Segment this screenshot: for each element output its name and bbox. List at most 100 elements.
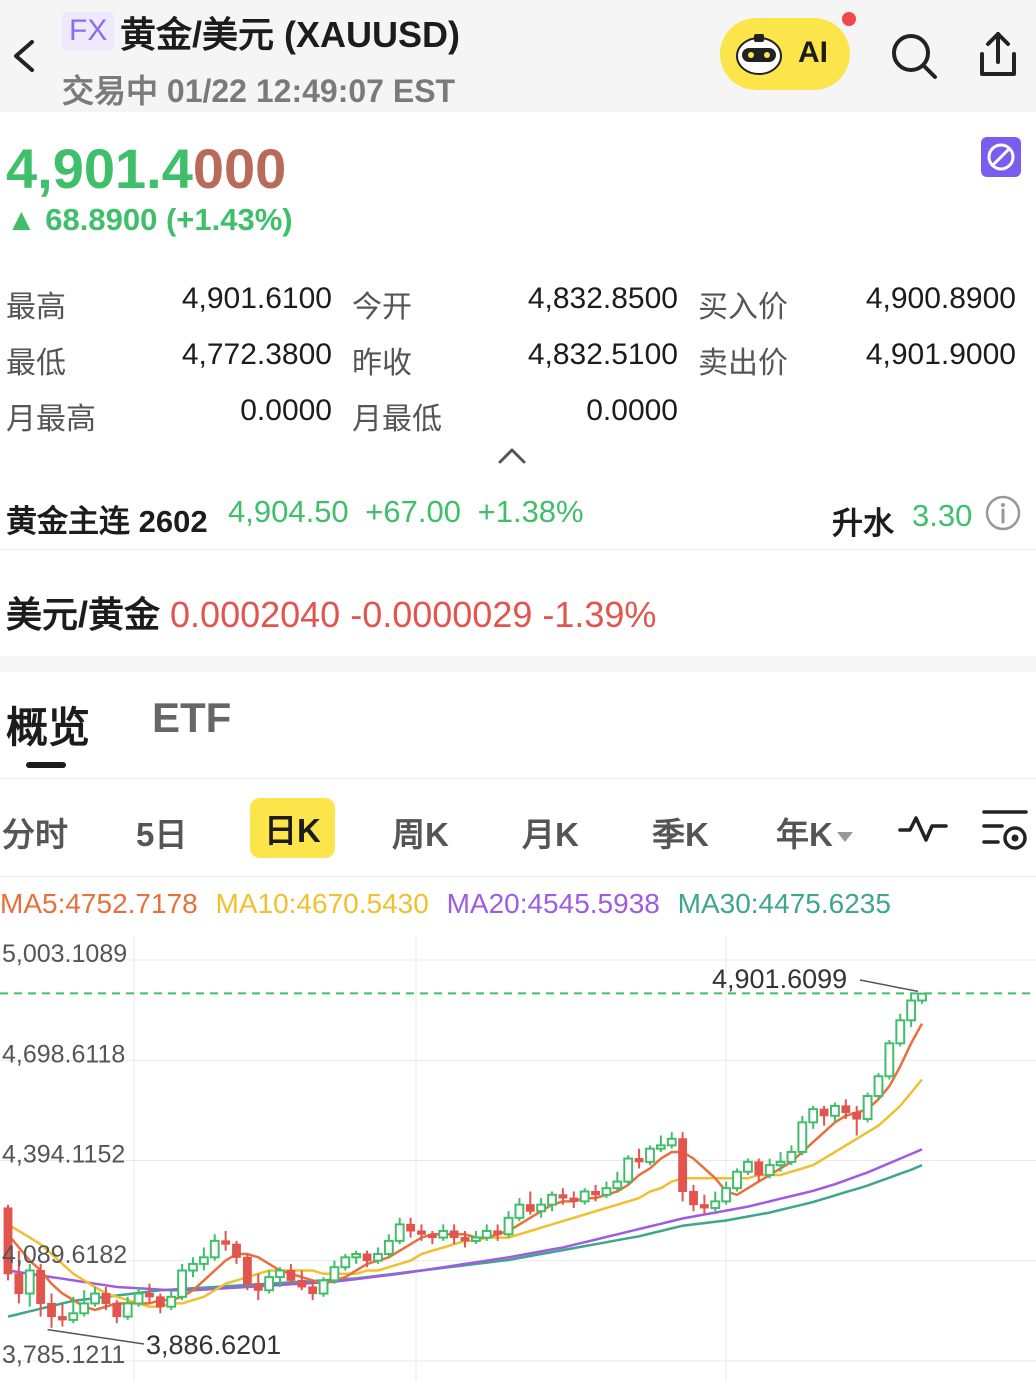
candle-up	[373, 1253, 383, 1262]
candle-up	[481, 1229, 492, 1239]
candle-down	[232, 1243, 241, 1258]
candle-down	[57, 1316, 67, 1321]
stat-label-month-low: 月最低	[352, 403, 442, 436]
candle-up	[503, 1216, 514, 1236]
candle-up	[906, 999, 917, 1022]
candle-up	[917, 992, 927, 1002]
stat-value-month-high: 0.0000	[240, 394, 332, 427]
last-price: 4,901.4000	[6, 136, 286, 201]
back-arrow-icon[interactable]	[4, 32, 44, 80]
candle-up	[275, 1269, 285, 1279]
candle-up	[188, 1262, 198, 1272]
candle-down	[525, 1204, 535, 1212]
candle-down	[112, 1302, 122, 1318]
candle-up	[383, 1239, 394, 1256]
caret-down-icon	[836, 832, 853, 843]
candle-down	[145, 1293, 154, 1298]
candle-down	[14, 1273, 24, 1295]
y-tick-label: 5,003.1089	[2, 940, 127, 968]
ma5-label: MA5:4752.7178	[0, 888, 198, 919]
tab-divider	[0, 778, 1036, 779]
candle-down	[36, 1270, 46, 1304]
candle-down	[449, 1230, 459, 1239]
candle-down	[819, 1108, 829, 1117]
indicator-icon[interactable]	[898, 808, 948, 848]
candle-down	[591, 1190, 600, 1196]
candle-down	[841, 1105, 851, 1113]
tab-etf[interactable]: ETF	[152, 694, 232, 741]
candle-up	[68, 1312, 79, 1321]
period-weekly-k[interactable]: 周K	[392, 816, 449, 853]
candle-down	[699, 1204, 709, 1209]
period-daily-k[interactable]: 日K	[250, 798, 335, 858]
chart-settings-icon[interactable]	[980, 806, 1030, 854]
candle-up	[764, 1164, 775, 1177]
candle-up	[122, 1302, 133, 1318]
futures-pct: +1.38%	[477, 494, 584, 529]
candle-up	[351, 1253, 362, 1259]
candlestick-chart-svg: 5,003.1089 4,698.6118 4,394.1152 4,089.6182…	[0, 936, 1036, 1381]
tab-overview[interactable]: 概览	[6, 704, 91, 751]
period-5day[interactable]: 5日	[136, 816, 188, 853]
stats-toggle-icon[interactable]	[980, 136, 1022, 178]
candle-down	[308, 1286, 318, 1295]
y-tick-label: 4,089.6182	[2, 1241, 127, 1269]
futures-name: 黄金主连 2602	[6, 504, 208, 539]
inverse-quote-row[interactable]: 美元/黄金 0.0002040 -0.0000029 -1.39%	[6, 586, 656, 638]
ma10-line	[7, 1078, 923, 1308]
ma20-label: MA20:4545.5938	[446, 888, 660, 919]
stat-value-bid: 4,900.8900	[865, 282, 1016, 315]
last-price-main: 4,901.4	[6, 137, 193, 200]
ma5-line	[7, 1022, 924, 1312]
ma10-label: MA10:4670.5430	[215, 888, 429, 919]
candle-down	[427, 1233, 437, 1239]
chevron-up-icon[interactable]	[496, 444, 528, 468]
search-icon[interactable]	[888, 30, 940, 82]
candle-down	[286, 1270, 296, 1281]
candle-up	[786, 1150, 797, 1163]
ma20-line	[7, 1148, 923, 1292]
period-divider	[0, 876, 1036, 877]
stat-label-prev-close: 昨收	[352, 347, 412, 380]
candle-up	[895, 1019, 906, 1045]
futures-row[interactable]: 黄金主连 2602 4,904.50 +67.00 +1.38% 升水 3.30	[0, 486, 1036, 550]
low-annotation-label: 3,886.6201	[146, 1330, 281, 1360]
period-intraday[interactable]: 分时	[2, 816, 68, 853]
candle-up	[601, 1187, 612, 1196]
stat-value-high: 4,901.6100	[181, 282, 332, 315]
info-icon[interactable]	[984, 494, 1022, 532]
candle-down	[297, 1279, 307, 1288]
ma-legend: MA5:4752.7178 MA10:4670.5430 MA20:4545.5…	[0, 888, 901, 920]
candle-up	[732, 1170, 742, 1190]
candle-up	[808, 1108, 819, 1124]
period-monthly-k[interactable]: 月K	[522, 816, 579, 853]
stat-value-low: 4,772.3800	[181, 338, 332, 371]
high-annotation-label: 4,901.6099	[712, 964, 847, 994]
share-icon[interactable]	[972, 28, 1024, 82]
candle-down	[558, 1194, 568, 1199]
period-yearly-k[interactable]: 年K	[776, 808, 853, 856]
candle-up	[470, 1236, 481, 1242]
candle-up	[264, 1276, 275, 1292]
candle-up	[318, 1279, 329, 1295]
stat-label-month-high: 月最高	[6, 403, 96, 436]
candle-down	[634, 1158, 644, 1163]
period-quarterly-k[interactable]: 季K	[652, 816, 709, 853]
candle-down	[362, 1253, 372, 1262]
candle-up	[24, 1269, 35, 1295]
period-yearly-k-label: 年K	[776, 816, 833, 853]
candle-down	[689, 1190, 698, 1206]
candle-up	[329, 1266, 340, 1282]
stat-label-low: 最低	[6, 347, 66, 380]
candlestick-chart[interactable]: 5,003.1089 4,698.6118 4,394.1152 4,089.6182…	[0, 936, 1036, 1381]
candle-down	[569, 1197, 579, 1202]
stat-label-bid: 买入价	[698, 291, 788, 324]
candle-up	[536, 1203, 547, 1213]
candle-up	[884, 1042, 895, 1078]
candle-down	[460, 1237, 470, 1242]
candle-up	[710, 1200, 721, 1209]
ai-assistant-button[interactable]: AI	[720, 18, 850, 90]
candle-up	[340, 1256, 351, 1269]
last-price-tail: 000	[192, 137, 287, 200]
candle-up	[612, 1180, 623, 1190]
